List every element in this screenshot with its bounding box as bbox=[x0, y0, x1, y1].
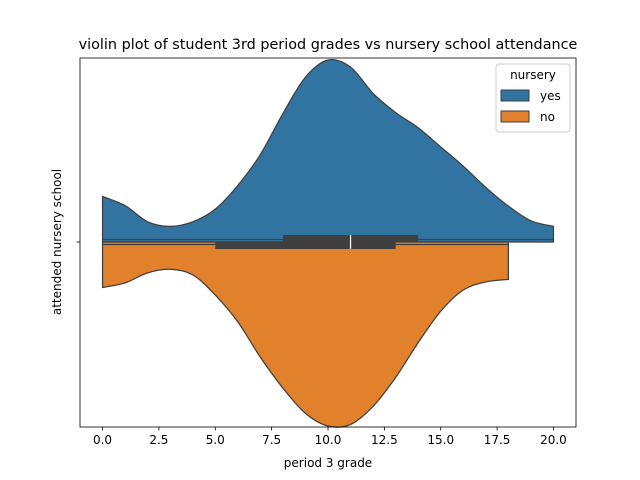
x-tick-label: 5.0 bbox=[206, 433, 225, 447]
x-tick-label: 15.0 bbox=[427, 433, 454, 447]
violin-half-yes bbox=[101, 58, 555, 243]
legend-swatch-no bbox=[500, 110, 530, 123]
x-tick-label: 20.0 bbox=[540, 433, 567, 447]
x-tick-label: 17.5 bbox=[484, 433, 511, 447]
legend-label-yes: yes bbox=[540, 89, 561, 103]
quartile-boxes bbox=[102, 235, 554, 249]
legend-swatch-yes bbox=[500, 89, 530, 102]
x-tick-label: 2.5 bbox=[149, 433, 168, 447]
x-axis-ticks: 0.0 2.5 5.0 7.5 10.0 12.5 15.0 17.5 20.0 bbox=[93, 427, 567, 447]
x-tick-label: 12.5 bbox=[371, 433, 398, 447]
y-axis-label: attended nursery school bbox=[50, 169, 64, 315]
iqr-box-no bbox=[215, 242, 396, 249]
x-tick-label: 10.0 bbox=[315, 433, 342, 447]
x-axis-label: period 3 grade bbox=[284, 456, 372, 470]
x-tick-label: 7.5 bbox=[262, 433, 281, 447]
legend: nursery yes no bbox=[495, 63, 571, 133]
plot-area bbox=[79, 57, 577, 428]
violin-half-no bbox=[101, 241, 509, 428]
legend-label-no: no bbox=[540, 110, 555, 124]
legend-title: nursery bbox=[510, 68, 556, 82]
legend-items: yes no bbox=[500, 89, 561, 124]
x-tick-label: 0.0 bbox=[93, 433, 112, 447]
chart-title: violin plot of student 3rd period grades… bbox=[79, 37, 578, 53]
violins bbox=[101, 58, 555, 428]
